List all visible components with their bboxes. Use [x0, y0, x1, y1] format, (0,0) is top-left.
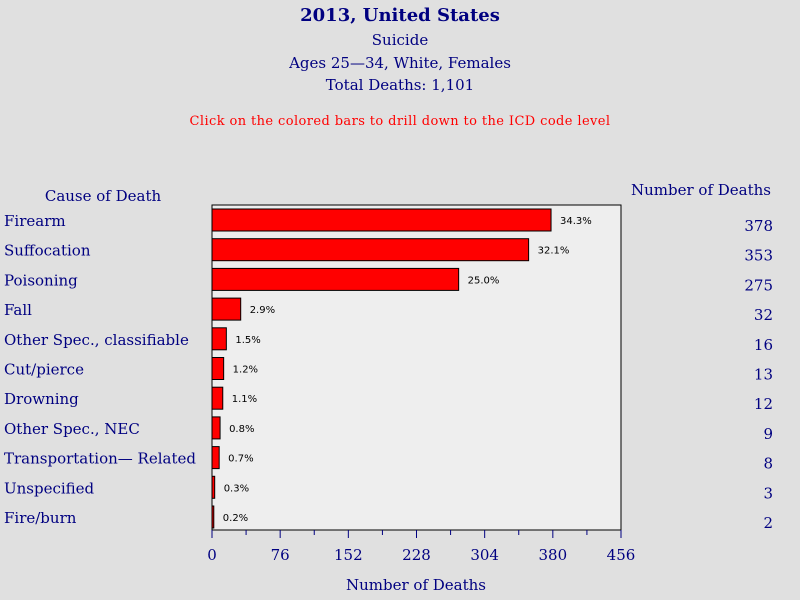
death-count-value: 353	[744, 247, 773, 265]
percent-label: 0.3%	[224, 483, 249, 494]
bar[interactable]	[211, 475, 216, 499]
death-count-value: 12	[754, 395, 773, 413]
percent-label: 25.0%	[468, 275, 500, 286]
percent-label: 1.2%	[233, 365, 258, 376]
chart-title: 2013, United States	[300, 5, 500, 26]
death-count-value: 13	[754, 366, 773, 384]
bar[interactable]	[211, 505, 215, 529]
bar[interactable]	[211, 446, 220, 470]
percent-label: 34.3%	[560, 216, 592, 227]
x-tick-label: 0	[207, 546, 217, 564]
category-label: Other Spec., classifiable	[4, 331, 189, 349]
death-count-value: 378	[744, 217, 773, 235]
category-label: Unspecified	[4, 479, 95, 497]
death-count-value: 8	[763, 455, 773, 473]
bar[interactable]	[211, 327, 227, 351]
death-count-value: 9	[763, 425, 773, 443]
category-label: Poisoning	[4, 271, 78, 289]
category-label: Fall	[4, 301, 32, 319]
percent-label: 0.7%	[228, 454, 253, 465]
death-count-value: 16	[754, 336, 773, 354]
bar[interactable]	[211, 357, 225, 380]
percent-label: 32.1%	[538, 246, 570, 257]
category-label: Suffocation	[4, 242, 91, 260]
x-tick-label: 456	[607, 546, 636, 564]
x-axis-label: Number of Deaths	[346, 576, 486, 594]
x-tick-label: 76	[271, 546, 290, 564]
x-tick-label: 152	[334, 546, 363, 564]
percent-label: 2.9%	[250, 305, 275, 316]
category-axis-header: Cause of Death	[45, 187, 162, 205]
x-tick-label: 380	[539, 546, 568, 564]
bar[interactable]	[211, 297, 242, 321]
bar[interactable]	[211, 238, 530, 262]
percent-label: 1.5%	[235, 335, 260, 346]
bar[interactable]	[211, 208, 552, 232]
category-label: Cut/pierce	[4, 361, 84, 379]
chart-subtitle: Suicide	[371, 31, 429, 49]
x-tick-label: 304	[470, 546, 499, 564]
value-column-header: Number of Deaths	[631, 181, 771, 199]
percent-label: 0.8%	[229, 424, 254, 435]
bar[interactable]	[211, 267, 460, 291]
category-label: Firearm	[4, 212, 66, 230]
bar[interactable]	[211, 416, 221, 440]
percent-label: 1.1%	[232, 394, 257, 405]
death-count-value: 3	[763, 484, 773, 502]
death-count-value: 2	[763, 514, 773, 532]
x-tick-label: 228	[402, 546, 431, 564]
category-label: Transportation— Related	[4, 450, 196, 468]
demographics-label: Ages 25—34, White, Females	[289, 54, 511, 72]
percent-label: 0.2%	[223, 513, 248, 524]
category-label: Drowning	[4, 390, 79, 408]
category-label: Fire/burn	[4, 509, 77, 527]
death-count-value: 275	[744, 276, 773, 294]
category-label: Other Spec., NEC	[4, 420, 140, 438]
bar[interactable]	[211, 386, 224, 410]
total-deaths-label: Total Deaths: 1,101	[325, 76, 475, 94]
death-count-value: 32	[754, 306, 773, 324]
drill-down-instruction: Click on the colored bars to drill down …	[189, 114, 611, 129]
